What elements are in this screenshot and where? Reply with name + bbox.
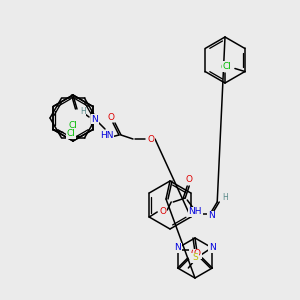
Text: Cl: Cl [69,121,77,130]
Text: O: O [194,250,201,259]
Text: O: O [148,134,154,143]
Text: O: O [107,112,115,122]
Text: S: S [192,254,198,262]
Text: N: N [174,244,181,253]
Text: Cl: Cl [67,129,76,138]
Text: O: O [160,206,167,215]
Text: HN: HN [100,130,114,140]
Text: H: H [80,106,86,116]
Text: Cl: Cl [220,62,230,71]
Text: NH: NH [188,208,202,217]
Text: N: N [92,115,98,124]
Text: O: O [186,176,193,184]
Text: N: N [208,212,214,220]
Text: Cl: Cl [223,62,231,71]
Text: O: O [190,250,197,259]
Text: N: N [209,244,216,253]
Text: H: H [222,194,228,202]
